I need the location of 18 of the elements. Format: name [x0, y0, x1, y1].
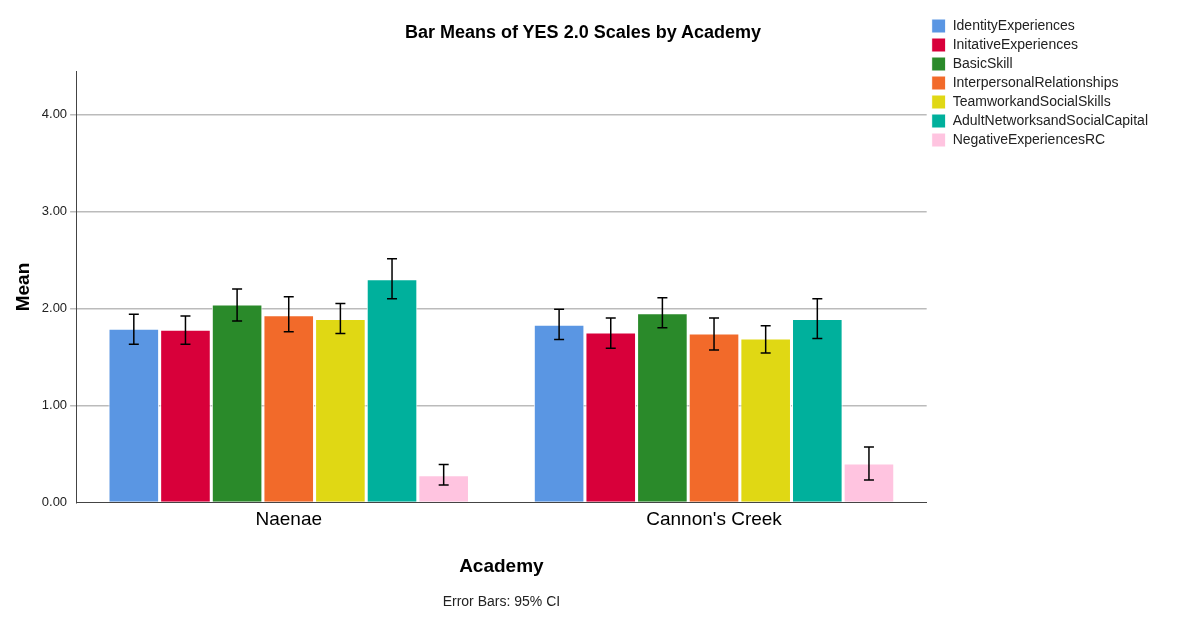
y-tick-label: 0.00	[41, 493, 68, 509]
y-tick-label: 1.00	[41, 396, 68, 412]
legend-label: IdentityExperiences	[952, 16, 1075, 33]
chart-title: Bar Means of YES 2.0 Scales by Academy	[404, 21, 762, 42]
text: Error Bars: 95% CI	[442, 593, 561, 609]
y-tick-label: 2.00	[41, 299, 68, 315]
legend-label: BasicSkill	[952, 54, 1013, 71]
x-axis-title: Academy	[459, 554, 545, 576]
y-axis-title: Mean	[11, 262, 33, 312]
legend-label: TeamworkandSocialSkills	[952, 92, 1111, 109]
x-tick-label: Naenae	[255, 508, 323, 530]
x-tick-label: Cannon's Creek	[646, 508, 783, 530]
y-tick-label: 4.00	[41, 105, 68, 121]
legend-label: NegativeExperiencesRC	[952, 130, 1106, 147]
y-tick-label: 3.00	[41, 202, 68, 218]
legend-label: InterpersonalRelationships	[952, 73, 1119, 90]
legend-label: InitativeExperiences	[952, 35, 1078, 52]
legend-label: AdultNetworksandSocialCapital	[952, 111, 1148, 128]
